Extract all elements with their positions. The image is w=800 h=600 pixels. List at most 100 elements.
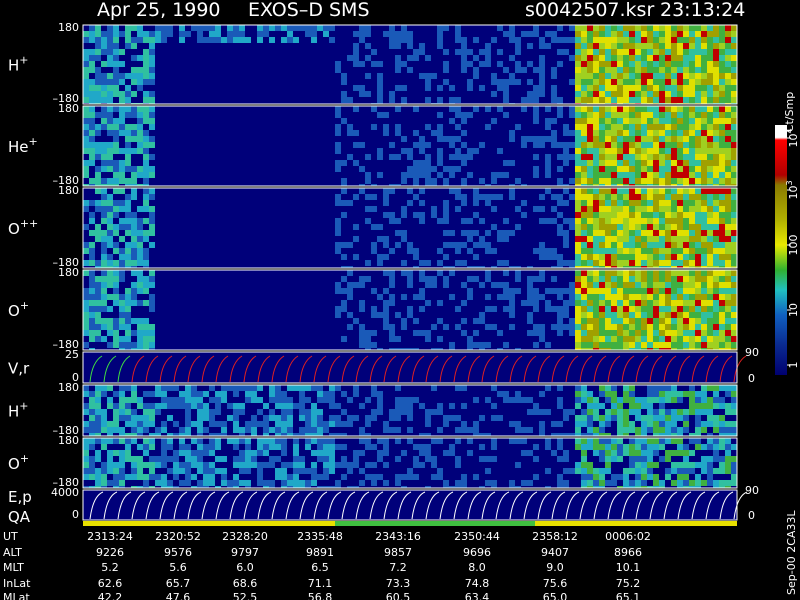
spectrogram-cell: [365, 260, 371, 266]
spectrogram-cell: [101, 194, 107, 200]
spectrogram-cell: [605, 433, 611, 436]
spectrogram-cell: [611, 288, 617, 294]
spectrogram-cell: [605, 276, 611, 282]
spectrogram-cell: [83, 342, 89, 348]
spectrogram-cell: [335, 462, 341, 468]
spectrogram-cell: [119, 276, 125, 282]
spectrogram-cell: [347, 55, 353, 61]
spectrogram-cell: [599, 85, 605, 91]
spectrogram-cell: [725, 236, 731, 242]
spectrogram-cell: [209, 31, 215, 37]
spectrogram-cell: [233, 31, 239, 37]
spectrogram-cell: [113, 212, 119, 218]
spectrogram-cell: [197, 480, 203, 486]
spectrogram-cell: [623, 148, 629, 154]
spectrogram-cell: [635, 118, 641, 124]
spectrogram-cell: [617, 456, 623, 462]
spectrogram-cell: [383, 212, 389, 218]
spectrogram-cell: [161, 397, 167, 403]
spectrogram-cell: [695, 342, 701, 348]
spectrogram-cell: [611, 97, 617, 103]
spectrogram-cell: [131, 166, 137, 172]
spectrogram-cell: [623, 474, 629, 480]
spectrogram-cell: [113, 230, 119, 236]
spectrogram-cell: [575, 166, 581, 172]
spectrogram-cell: [671, 348, 677, 350]
spectrogram-cell: [497, 194, 503, 200]
spectrogram-cell: [653, 342, 659, 348]
spectrogram-cell: [395, 61, 401, 67]
spectrogram-cell: [707, 336, 713, 342]
spectrogram-cell: [575, 468, 581, 474]
cell: 10.1: [616, 561, 641, 574]
spectrogram-cell: [95, 266, 101, 268]
spectrogram-cell: [641, 97, 647, 103]
spectrogram-cell: [485, 106, 491, 112]
spectrogram-cell: [593, 403, 599, 409]
spectrogram-cell: [689, 391, 695, 397]
spectrogram-cell: [641, 184, 647, 186]
spectrogram-cell: [95, 294, 101, 300]
spectrogram-cell: [659, 130, 665, 136]
spectrogram-cell: [599, 172, 605, 178]
spectrogram-cell: [125, 288, 131, 294]
spectrogram-cell: [119, 433, 125, 436]
spectrogram-cell: [95, 480, 101, 486]
trace: [719, 491, 734, 520]
spectrogram-cell: [383, 31, 389, 37]
spectrogram-cell: [389, 212, 395, 218]
spectrogram-cell: [143, 391, 149, 397]
spectrogram-cell: [119, 200, 125, 206]
spectrogram-cell: [461, 218, 467, 224]
spectrogram-cell: [731, 391, 737, 397]
spectrogram-cell: [383, 480, 389, 486]
spectrogram-cell: [311, 433, 317, 436]
spectrogram-cell: [731, 130, 737, 136]
trace: [439, 355, 453, 383]
spectrogram-cell: [647, 450, 653, 456]
spectrogram-cell: [101, 462, 107, 468]
spectrogram-cell: [149, 79, 155, 85]
spectrogram-cell: [635, 254, 641, 260]
spectrogram-cell: [581, 97, 587, 103]
spectrogram-cell: [179, 391, 185, 397]
spectrogram-cell: [215, 397, 221, 403]
spectrogram-cell: [95, 260, 101, 266]
spectrogram-cell: [665, 206, 671, 212]
spectrogram-cell: [317, 427, 323, 433]
spectrogram-cell: [563, 49, 569, 55]
spectrogram-cell: [629, 444, 635, 450]
spectrogram-cell: [221, 456, 227, 462]
spectrogram-cell: [569, 266, 575, 268]
spectrogram-cell: [701, 112, 707, 118]
spectrogram-cell: [581, 444, 587, 450]
spectrogram-cell: [689, 148, 695, 154]
spectrogram-cell: [701, 306, 707, 312]
spectrogram-cell: [359, 142, 365, 148]
cell: 9576: [164, 546, 192, 559]
spectrogram-cell: [593, 106, 599, 112]
spectrogram-cell: [305, 480, 311, 486]
spectrogram-cell: [221, 37, 227, 43]
spectrogram-cell: [689, 106, 695, 112]
spectrogram-cell: [335, 282, 341, 288]
spectrogram-cell: [641, 324, 647, 330]
spectrogram-cell: [329, 391, 335, 397]
spectrogram-cell: [671, 31, 677, 37]
spectrogram-cell: [731, 462, 737, 468]
spectrogram-cell: [641, 330, 647, 336]
spectrogram-cell: [209, 385, 215, 391]
spectrogram-cell: [389, 37, 395, 43]
spectrogram-cell: [725, 438, 731, 444]
spectrogram-cell: [587, 433, 593, 436]
spectrogram-cell: [83, 462, 89, 468]
spectrogram-cell: [269, 456, 275, 462]
spectrogram-cell: [119, 474, 125, 480]
spectrogram-cell: [317, 391, 323, 397]
spectrogram-cell: [371, 312, 377, 318]
spectrogram-cell: [581, 188, 587, 194]
spectrogram-cell: [137, 330, 143, 336]
spectrogram-cell: [599, 348, 605, 350]
spectrogram-cell: [605, 270, 611, 276]
spectrogram-cell: [239, 438, 245, 444]
